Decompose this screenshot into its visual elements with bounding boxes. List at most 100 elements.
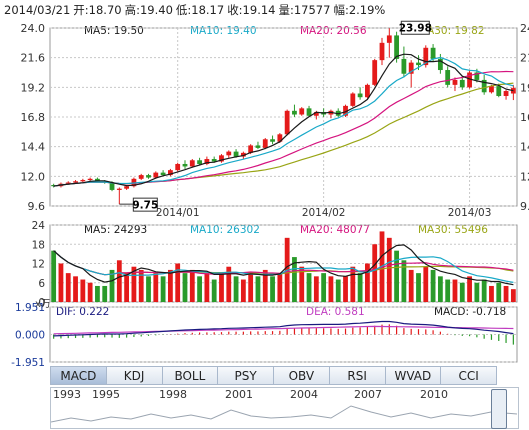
volume-bar: [255, 276, 261, 302]
tab-cci[interactable]: CCI: [441, 366, 497, 385]
price-axis-right-tick: 14.4: [520, 141, 529, 154]
volume-bar: [189, 269, 195, 302]
candle-body: [416, 62, 421, 66]
volume-bar: [489, 285, 494, 302]
tab-macd[interactable]: MACD: [50, 366, 107, 385]
volume-bar: [116, 260, 122, 302]
volume-bar: [167, 269, 173, 302]
volume-bar: [65, 273, 71, 302]
candle-body: [365, 84, 370, 98]
candle-body: [189, 160, 195, 167]
volume-bar: [474, 282, 480, 302]
volume-bar: [459, 282, 465, 302]
price-axis-left-tick: 21.6: [21, 52, 46, 65]
volume-bar: [219, 273, 224, 302]
volume-bar: [372, 244, 378, 302]
tab-boll[interactable]: BOLL: [162, 366, 219, 385]
tab-rsi[interactable]: RSI: [329, 366, 386, 385]
volume-axis-tick: 6: [38, 278, 45, 290]
macd-legend-dif: DIF: 0.222: [56, 306, 109, 318]
quote-open: 开:18.70: [73, 3, 122, 17]
price-legend-ma10: MA10: 19.40: [190, 25, 257, 37]
vol-unit-label: x万: [35, 299, 51, 310]
macd-legend-dea: DEA: 0.581: [306, 306, 365, 318]
candle-body: [262, 139, 268, 148]
tab-wvad[interactable]: WVAD: [385, 366, 442, 385]
volume-bar: [95, 285, 100, 302]
quote-header: 2014/03/21 开:18.70 高:19.40 低:18.17 收:19.14 量:…: [4, 2, 388, 18]
volume-ma5-line: [53, 244, 514, 286]
candle-body: [394, 35, 400, 59]
high-marker-label: 23.98: [399, 23, 432, 35]
vol-legend-ma5: MA5: 24293: [84, 224, 147, 236]
volume-ma20-line: [53, 250, 514, 276]
dea-line: [53, 325, 514, 335]
candle-body: [226, 151, 232, 156]
macd-legend-macd: MACD: -0.718: [434, 306, 506, 318]
candle-body: [116, 188, 122, 190]
timeline-range-handle[interactable]: [491, 389, 507, 429]
volume-bar: [248, 273, 254, 302]
price-axis-left-tick: 14.4: [21, 141, 46, 154]
volume-bar: [153, 273, 159, 302]
volume-bar: [240, 279, 246, 302]
volume-bar: [138, 269, 144, 302]
timeline-year: 1995: [92, 388, 120, 401]
quote-volume: 量:17577: [278, 3, 331, 17]
candle-body: [197, 160, 202, 164]
candle-body: [357, 93, 363, 98]
date-axis-tick: 2014/02: [302, 207, 346, 219]
candle-body: [343, 105, 348, 116]
candle-body: [459, 79, 465, 88]
candle-body: [211, 159, 217, 162]
vol-legend-ma20: MA20: 48077: [300, 224, 370, 236]
candle-body: [379, 42, 385, 61]
volume-bar: [467, 276, 472, 302]
candle-body: [445, 70, 451, 85]
macd-axis-tick: -1.951: [11, 357, 45, 366]
volume-bar: [131, 266, 137, 302]
timeline-year: 2010: [420, 388, 448, 401]
candle-body: [255, 145, 261, 148]
candle-body: [219, 155, 224, 162]
tab-obv[interactable]: OBV: [274, 366, 330, 385]
price-axis-right-tick: 24.0: [520, 22, 529, 35]
candle-body: [306, 108, 312, 116]
price-axis-left-tick: 9.6: [28, 200, 46, 213]
candle-body: [270, 139, 275, 142]
volume-bar: [233, 276, 239, 302]
dif-line: [53, 320, 514, 337]
volume-bar: [197, 276, 202, 302]
candle-body: [292, 110, 297, 115]
volume-bar: [386, 237, 392, 302]
date-axis-tick: 2014/03: [448, 207, 492, 219]
candle-body: [138, 175, 144, 179]
price-axis-right-tick: 21.6: [520, 52, 529, 65]
ma10-line: [53, 56, 514, 187]
ma20-line: [53, 70, 514, 187]
candle-body: [87, 178, 93, 181]
volume-bar: [160, 276, 166, 302]
macd-axis-tick: 0.000: [15, 330, 45, 342]
tab-psy[interactable]: PSY: [218, 366, 274, 385]
candle-body: [408, 62, 414, 74]
volume-bar: [423, 266, 429, 302]
high-marker-box: [400, 20, 430, 35]
candle-body: [401, 58, 407, 74]
volume-bar: [496, 282, 502, 302]
volume-bar: [328, 276, 334, 302]
low-marker-label: 9.75: [132, 200, 158, 212]
candle-body: [95, 178, 100, 182]
candle-body: [80, 180, 86, 182]
candle-body: [182, 163, 188, 167]
price-axis-right-tick: 9.6: [520, 200, 529, 213]
candle-body: [299, 108, 305, 115]
volume-bar: [343, 276, 348, 302]
volume-bar: [445, 279, 451, 302]
ma30-line: [53, 82, 514, 187]
timeline-year: 1993: [53, 388, 81, 401]
volume-bar: [430, 269, 436, 302]
tab-kdj[interactable]: KDJ: [106, 366, 163, 385]
history-timeline[interactable]: 1993 1995 1998 2001 2004 2007 2010: [50, 387, 519, 429]
volume-bar: [365, 263, 370, 302]
